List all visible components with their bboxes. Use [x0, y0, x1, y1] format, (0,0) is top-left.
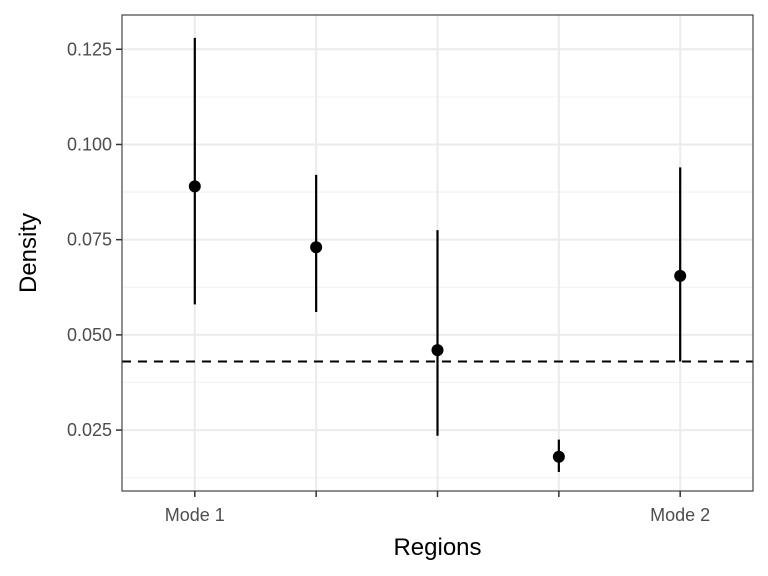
y-tick-label: 0.025: [67, 420, 112, 440]
y-tick-label: 0.125: [67, 39, 112, 59]
data-point: [188, 180, 201, 193]
data-point: [310, 241, 323, 254]
data-points: [188, 180, 687, 463]
data-point: [552, 450, 565, 463]
x-axis: Mode 1 Mode 2: [165, 491, 710, 525]
y-tick-label: 0.050: [67, 325, 112, 345]
y-tick-label: 0.075: [67, 230, 112, 250]
y-axis: 0.025 0.050 0.075 0.100 0.125: [67, 39, 122, 440]
x-tick-label: Mode 2: [650, 505, 710, 525]
x-tick-label: Mode 1: [165, 505, 225, 525]
x-axis-title: Regions: [393, 534, 481, 561]
y-axis-title: Density: [15, 213, 42, 293]
data-point: [674, 269, 687, 282]
data-point: [431, 344, 444, 357]
y-tick-label: 0.100: [67, 134, 112, 154]
